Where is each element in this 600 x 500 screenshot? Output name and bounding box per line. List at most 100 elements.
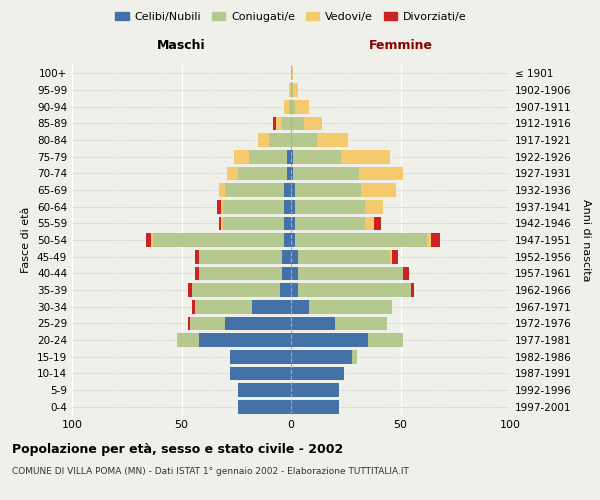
Bar [291,350,352,364]
Bar [284,183,291,197]
Bar [291,316,388,330]
Bar [188,283,291,297]
Bar [230,350,291,364]
Bar [291,83,298,97]
Bar [291,183,361,197]
Bar [219,216,291,230]
Bar [291,200,383,213]
Bar [291,300,392,314]
Bar [291,300,392,314]
Bar [230,366,291,380]
Bar [291,116,304,130]
Bar [194,300,291,314]
Bar [275,116,291,130]
Text: COMUNE DI VILLA POMA (MN) - Dati ISTAT 1° gennaio 2002 - Elaborazione TUTTITALIA: COMUNE DI VILLA POMA (MN) - Dati ISTAT 1… [12,468,409,476]
Bar [291,83,293,97]
Bar [291,150,389,164]
Bar [230,350,291,364]
Bar [199,250,291,264]
Bar [291,200,383,213]
Bar [193,283,291,297]
Bar [291,133,317,147]
Text: Femmine: Femmine [368,38,433,52]
Bar [291,233,427,247]
Bar [238,166,291,180]
Bar [291,150,341,164]
Bar [291,216,374,230]
Bar [282,116,291,130]
Bar [291,183,396,197]
Bar [291,66,293,80]
Bar [291,183,295,197]
Bar [291,233,440,247]
Bar [291,216,381,230]
Bar [291,300,392,314]
Bar [226,316,291,330]
Bar [291,383,339,397]
Bar [291,133,348,147]
Bar [291,183,396,197]
Bar [291,233,431,247]
Bar [291,283,412,297]
Bar [291,66,293,80]
Bar [230,350,291,364]
Bar [291,333,403,347]
Bar [234,150,291,164]
Bar [151,233,291,247]
Bar [219,183,291,197]
Bar [291,366,344,380]
Bar [291,216,295,230]
Bar [291,350,357,364]
Bar [291,316,335,330]
Bar [146,233,291,247]
Bar [291,133,348,147]
Y-axis label: Anni di nascita: Anni di nascita [581,198,591,281]
Bar [291,333,403,347]
Bar [291,383,339,397]
Bar [230,366,291,380]
Legend: Celibi/Nubili, Coniugati/e, Vedovi/e, Divorziati/e: Celibi/Nubili, Coniugati/e, Vedovi/e, Di… [111,8,471,26]
Bar [289,100,291,114]
Bar [291,166,293,180]
Bar [291,300,308,314]
Bar [177,333,291,347]
Bar [291,150,293,164]
Bar [177,333,291,347]
Bar [291,383,339,397]
Bar [284,100,291,114]
Bar [291,166,359,180]
Bar [291,116,322,130]
Bar [221,200,291,213]
Bar [291,233,295,247]
Bar [291,366,344,380]
Text: Maschi: Maschi [157,38,206,52]
Bar [217,200,291,213]
Bar [291,116,322,130]
Bar [199,333,291,347]
Bar [291,383,339,397]
Bar [230,366,291,380]
Bar [284,216,291,230]
Bar [219,183,291,197]
Bar [291,100,308,114]
Bar [291,100,295,114]
Bar [291,266,403,280]
Bar [291,166,403,180]
Bar [238,400,291,413]
Bar [194,266,291,280]
Bar [251,300,291,314]
Bar [238,383,291,397]
Bar [238,400,291,413]
Bar [258,133,291,147]
Bar [291,333,403,347]
Bar [291,283,298,297]
Bar [291,150,389,164]
Bar [291,350,357,364]
Bar [289,83,291,97]
Bar [193,283,291,297]
Bar [274,116,291,130]
Bar [284,200,291,213]
Bar [227,166,291,180]
Bar [194,300,291,314]
Bar [291,266,403,280]
